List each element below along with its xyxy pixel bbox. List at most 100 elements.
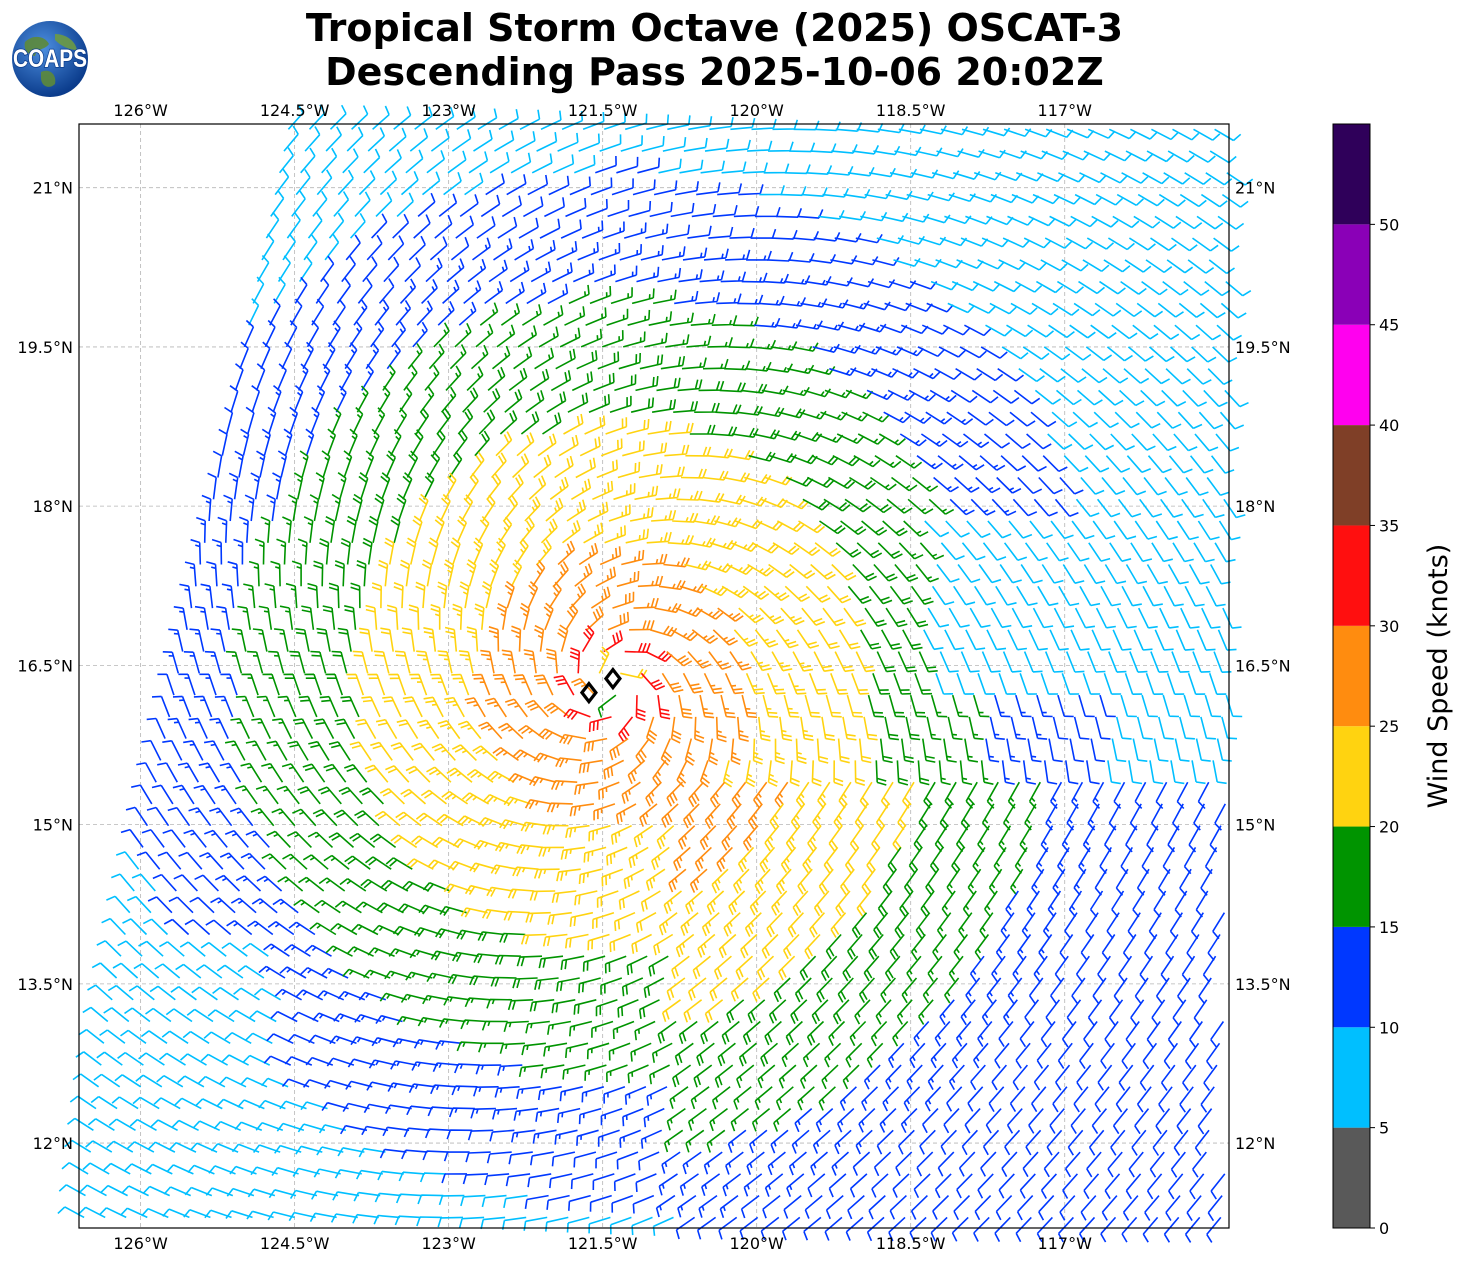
wind-barb (204, 829, 228, 848)
wind-barb (663, 1129, 684, 1153)
wind-barb (704, 138, 730, 152)
wind-barb (725, 249, 751, 261)
wind-barb (492, 673, 512, 696)
wind-barb (681, 357, 707, 370)
wind-barb (240, 428, 250, 456)
wind-barb (224, 1031, 252, 1045)
wind-barb (1091, 1108, 1108, 1135)
wind-barb (392, 1038, 420, 1048)
wind-barb (1107, 1151, 1123, 1178)
wind-barb (619, 1129, 641, 1148)
wind-barb (923, 214, 951, 224)
wind-barb (456, 515, 468, 544)
wind-barb (1217, 215, 1245, 230)
wind-barb (251, 385, 261, 413)
wind-barb (825, 1194, 844, 1220)
wind-barb (954, 476, 980, 493)
wind-barb (473, 1086, 499, 1097)
wind-barb (311, 1190, 339, 1200)
wind-barb (828, 1020, 846, 1046)
wind-barb (1032, 193, 1061, 205)
wind-barb (703, 248, 729, 261)
wind-barb (420, 789, 447, 805)
wind-barb (884, 716, 900, 741)
wind-barb (660, 355, 686, 370)
wind-barb (669, 1086, 689, 1109)
wind-barb (1079, 1216, 1096, 1243)
wind-barb (842, 716, 857, 741)
wind-barb (267, 921, 295, 936)
wind-barb (1157, 302, 1184, 318)
colorbar-bin (1333, 124, 1370, 225)
wind-barb (883, 411, 911, 424)
wind-barb (334, 900, 362, 914)
wind-barb (849, 1020, 867, 1047)
wind-barb (825, 933, 842, 960)
wind-barb (224, 406, 234, 435)
wind-barb (1178, 302, 1205, 318)
wind-barb (785, 825, 801, 852)
wind-barb (99, 1029, 126, 1044)
wind-barb (927, 607, 950, 628)
wind-barb (585, 307, 607, 326)
wind-barb (582, 955, 606, 972)
wind-barb (148, 1141, 176, 1153)
wind-barb (1209, 150, 1237, 164)
wind-barb (894, 912, 910, 939)
wind-barb (1186, 934, 1200, 961)
wind-barb (162, 740, 183, 761)
wind-barb (770, 341, 798, 351)
wind-barb (93, 1073, 121, 1088)
wind-barb (1173, 1129, 1189, 1156)
wind-barb (658, 158, 682, 174)
wind-barb (943, 738, 957, 763)
wind-barb (1116, 193, 1144, 206)
wind-barb (914, 673, 933, 695)
wind-barb (643, 977, 665, 998)
wind-barb (999, 564, 1022, 584)
wind-barb (854, 803, 869, 831)
wind-barb (948, 607, 970, 628)
wind-barb (1176, 520, 1199, 541)
colorbar-bin (1333, 1127, 1370, 1228)
wind-barb (967, 411, 994, 426)
wind-barb (1100, 585, 1122, 607)
wind-barb (1089, 433, 1115, 451)
wind-barb (756, 520, 784, 531)
wind-barb (524, 496, 541, 522)
wind-barb (470, 344, 489, 370)
wind-barb (525, 911, 551, 923)
wind-barb (851, 912, 868, 939)
wind-barb (823, 498, 851, 512)
wind-barb (459, 581, 470, 609)
wind-barb (661, 803, 679, 828)
wind-barb (981, 803, 995, 831)
wind-barb (543, 702, 570, 718)
wind-barb (379, 1148, 407, 1159)
wind-barb (1147, 455, 1172, 474)
wind-barb (685, 446, 712, 457)
wind-barb (797, 868, 813, 895)
wind-barb (221, 583, 235, 609)
wind-barb (647, 420, 672, 435)
wind-barb (313, 718, 335, 739)
wind-barb (831, 1151, 850, 1176)
wind-barb (146, 806, 170, 827)
wind-barb (422, 1150, 449, 1161)
wind-barb (141, 739, 162, 761)
wind-barb (312, 190, 328, 217)
wind-barb (887, 389, 916, 401)
wind-barb (1129, 803, 1142, 831)
wind-barb (1025, 1129, 1042, 1156)
wind-barb (1155, 977, 1170, 1005)
wind-barb (150, 1119, 178, 1132)
wind-barb (654, 603, 682, 614)
wind-barb (1158, 868, 1171, 896)
wind-barb (607, 611, 630, 631)
wind-barb (1094, 302, 1122, 317)
wind-barb (315, 472, 325, 500)
wind-barb (617, 461, 641, 479)
wind-barb (991, 955, 1006, 983)
wind-barb (564, 306, 586, 326)
wind-barb (1007, 629, 1028, 651)
